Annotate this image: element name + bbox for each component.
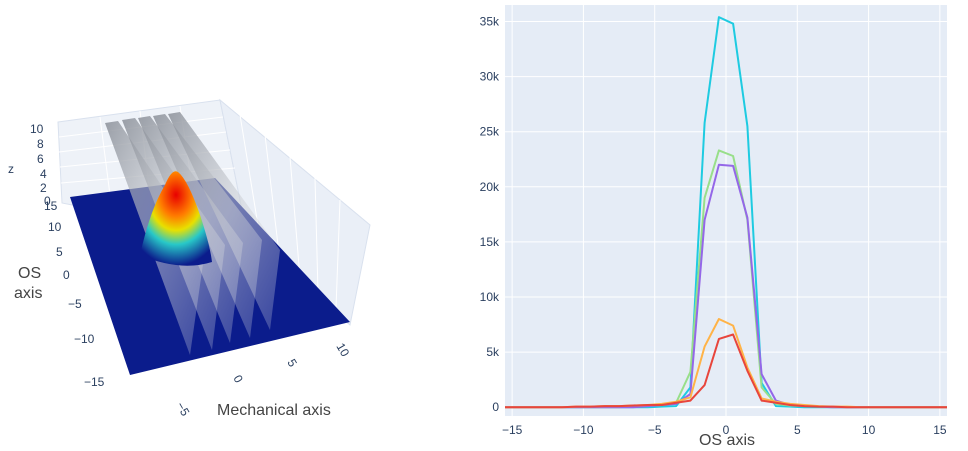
x-tick-label: −15 (502, 423, 523, 437)
z-tick: 2 (40, 181, 47, 195)
series-line-2 (505, 149, 947, 409)
os-axis-title-line1: OS (18, 265, 41, 282)
z-tick: 4 (40, 167, 47, 181)
x-axis-title: OS axis (699, 432, 755, 449)
x-tick-label: 10 (862, 423, 876, 437)
surface-peak (140, 171, 212, 266)
mech-tick: 0 (230, 373, 246, 386)
z-tick: 0 (44, 194, 51, 208)
series-lines (505, 16, 947, 409)
mech-tick: −5 (173, 400, 192, 419)
mech-tick: 5 (284, 357, 300, 370)
x-tick-label: 5 (794, 423, 801, 437)
series-line-5 (505, 333, 947, 409)
os-tick: −15 (84, 375, 105, 389)
y-gridlines (505, 21, 947, 409)
z-tick: 6 (37, 152, 44, 166)
series-line-1 (505, 16, 947, 409)
mech-tick: 10 (333, 341, 352, 360)
os-tick: 5 (56, 245, 63, 259)
surface-3d-scene[interactable]: 10 8 6 4 2 0 z 15 10 5 0 −5 −10 −15 OS a… (0, 0, 490, 451)
series-line-4 (505, 318, 947, 409)
z-tick: 10 (30, 122, 44, 136)
z-tick: 8 (37, 137, 44, 151)
os-tick: −10 (74, 332, 95, 346)
x-tick-labels: −15 −10 −5 0 5 10 15 (502, 423, 947, 437)
os-tick: 10 (48, 220, 62, 234)
plot-area (505, 5, 947, 416)
mech-axis-title: Mechanical axis (217, 402, 331, 419)
os-tick: 15 (44, 199, 58, 213)
x-tick-label: −10 (573, 423, 594, 437)
os-axis-title-line2: axis (14, 285, 42, 302)
x-tick-label: −5 (648, 423, 662, 437)
x-tick-label: 15 (933, 423, 947, 437)
y-tick-label: 0 (492, 400, 499, 414)
series-line-3 (505, 163, 947, 409)
x-tick-label: 0 (723, 423, 730, 437)
x-gridlines (511, 5, 941, 416)
os-tick: −5 (68, 297, 82, 311)
z-axis-title: z (8, 162, 14, 176)
os-tick: 0 (63, 268, 70, 282)
